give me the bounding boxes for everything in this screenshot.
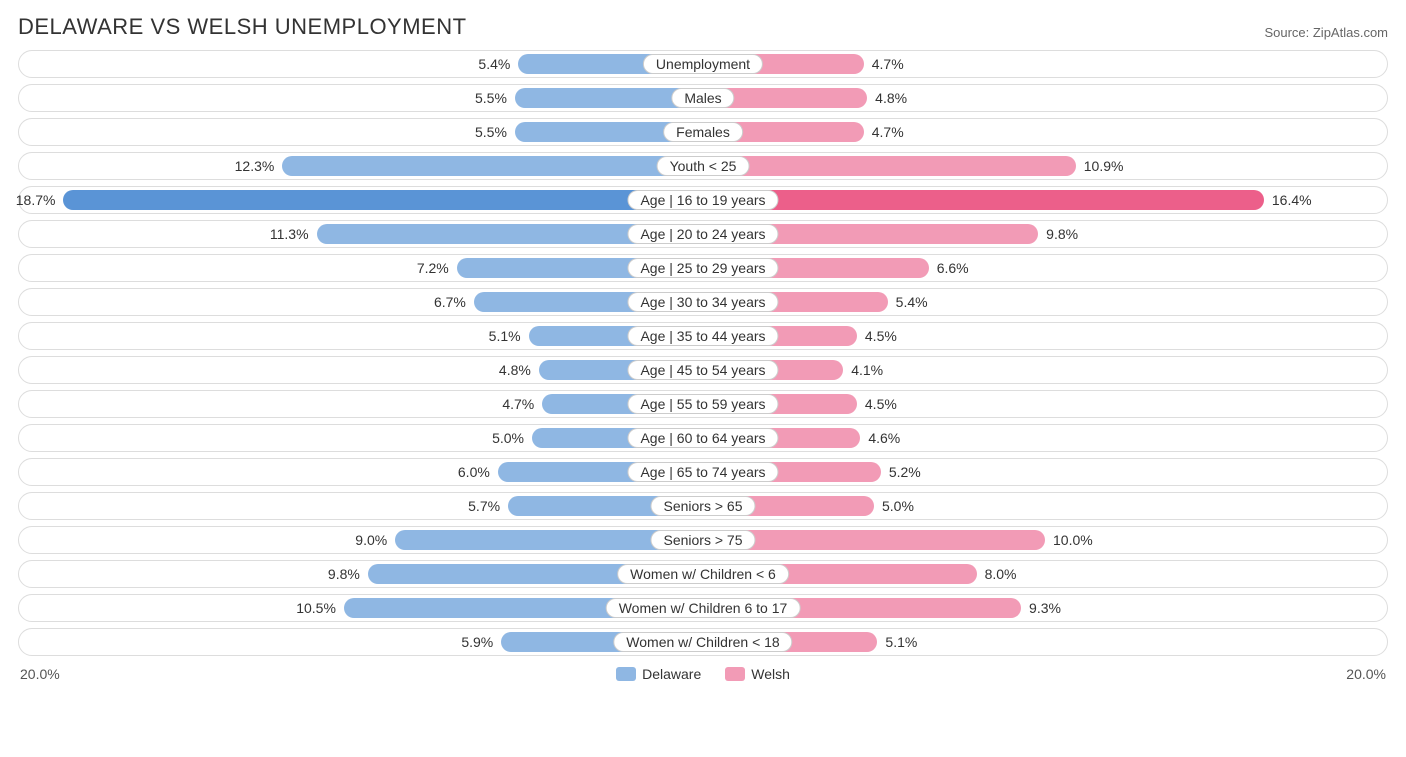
bar-left bbox=[282, 156, 703, 176]
value-label-right: 4.1% bbox=[851, 357, 883, 383]
chart-row: 5.5% 4.8% Males bbox=[18, 84, 1388, 112]
value-label-right: 6.6% bbox=[937, 255, 969, 281]
source-label: Source: ZipAtlas.com bbox=[1264, 25, 1388, 40]
legend-item-right: Welsh bbox=[725, 666, 790, 682]
chart-row: 6.0% 5.2% Age | 65 to 74 years bbox=[18, 458, 1388, 486]
chart-row: 9.8% 8.0% Women w/ Children < 6 bbox=[18, 560, 1388, 588]
category-label: Seniors > 65 bbox=[651, 496, 756, 516]
chart-row: 5.1% 4.5% Age | 35 to 44 years bbox=[18, 322, 1388, 350]
category-label: Unemployment bbox=[643, 54, 763, 74]
category-label: Males bbox=[671, 88, 734, 108]
value-label-right: 9.8% bbox=[1046, 221, 1078, 247]
category-label: Females bbox=[663, 122, 743, 142]
value-label-right: 10.0% bbox=[1053, 527, 1093, 553]
value-label-right: 5.4% bbox=[896, 289, 928, 315]
legend-label-left: Delaware bbox=[642, 666, 701, 682]
chart-row: 4.7% 4.5% Age | 55 to 59 years bbox=[18, 390, 1388, 418]
value-label-left: 9.0% bbox=[355, 527, 387, 553]
value-label-right: 5.0% bbox=[882, 493, 914, 519]
value-label-left: 10.5% bbox=[296, 595, 336, 621]
category-label: Youth < 25 bbox=[657, 156, 750, 176]
chart-row: 5.7% 5.0% Seniors > 65 bbox=[18, 492, 1388, 520]
value-label-right: 10.9% bbox=[1084, 153, 1124, 179]
value-label-right: 4.6% bbox=[868, 425, 900, 451]
chart-row: 5.5% 4.7% Females bbox=[18, 118, 1388, 146]
value-label-right: 4.8% bbox=[875, 85, 907, 111]
chart-row: 9.0% 10.0% Seniors > 75 bbox=[18, 526, 1388, 554]
legend-label-right: Welsh bbox=[751, 666, 790, 682]
value-label-right: 9.3% bbox=[1029, 595, 1061, 621]
category-label: Age | 60 to 64 years bbox=[627, 428, 778, 448]
category-label: Women w/ Children < 6 bbox=[617, 564, 789, 584]
value-label-left: 5.5% bbox=[475, 119, 507, 145]
value-label-right: 4.5% bbox=[865, 323, 897, 349]
chart-title: DELAWARE VS WELSH UNEMPLOYMENT bbox=[18, 14, 467, 40]
value-label-right: 4.5% bbox=[865, 391, 897, 417]
chart-row: 7.2% 6.6% Age | 25 to 29 years bbox=[18, 254, 1388, 282]
category-label: Age | 45 to 54 years bbox=[627, 360, 778, 380]
value-label-left: 5.9% bbox=[461, 629, 493, 655]
chart-row: 10.5% 9.3% Women w/ Children 6 to 17 bbox=[18, 594, 1388, 622]
value-label-left: 5.7% bbox=[468, 493, 500, 519]
category-label: Age | 20 to 24 years bbox=[627, 224, 778, 244]
value-label-left: 5.4% bbox=[478, 51, 510, 77]
legend-item-left: Delaware bbox=[616, 666, 701, 682]
axis-max-right: 20.0% bbox=[1346, 666, 1386, 682]
chart-row: 5.0% 4.6% Age | 60 to 64 years bbox=[18, 424, 1388, 452]
value-label-right: 8.0% bbox=[985, 561, 1017, 587]
category-label: Age | 55 to 59 years bbox=[627, 394, 778, 414]
category-label: Age | 25 to 29 years bbox=[627, 258, 778, 278]
value-label-left: 18.7% bbox=[16, 187, 56, 213]
value-label-left: 5.0% bbox=[492, 425, 524, 451]
category-label: Age | 35 to 44 years bbox=[627, 326, 778, 346]
value-label-right: 4.7% bbox=[872, 119, 904, 145]
chart-row: 5.4% 4.7% Unemployment bbox=[18, 50, 1388, 78]
value-label-left: 7.2% bbox=[417, 255, 449, 281]
category-label: Age | 65 to 74 years bbox=[627, 462, 778, 482]
category-label: Seniors > 75 bbox=[651, 530, 756, 550]
chart-row: 6.7% 5.4% Age | 30 to 34 years bbox=[18, 288, 1388, 316]
axis-max-left: 20.0% bbox=[20, 666, 60, 682]
chart-row: 4.8% 4.1% Age | 45 to 54 years bbox=[18, 356, 1388, 384]
value-label-left: 6.0% bbox=[458, 459, 490, 485]
bar-right bbox=[703, 156, 1076, 176]
title-bar: DELAWARE VS WELSH UNEMPLOYMENT Source: Z… bbox=[18, 14, 1388, 40]
category-label: Women w/ Children 6 to 17 bbox=[606, 598, 801, 618]
chart-area: 5.4% 4.7% Unemployment 5.5% 4.8% Males 5.5% 4.7… bbox=[18, 50, 1388, 656]
value-label-left: 11.3% bbox=[270, 221, 309, 247]
category-label: Women w/ Children < 18 bbox=[613, 632, 792, 652]
bar-right bbox=[703, 190, 1264, 210]
value-label-right: 5.2% bbox=[889, 459, 921, 485]
legend: Delaware Welsh bbox=[616, 666, 790, 682]
value-label-left: 12.3% bbox=[235, 153, 275, 179]
chart-row: 12.3% 10.9% Youth < 25 bbox=[18, 152, 1388, 180]
value-label-right: 4.7% bbox=[872, 51, 904, 77]
value-label-left: 4.8% bbox=[499, 357, 531, 383]
chart-row: 18.7% 16.4% Age | 16 to 19 years bbox=[18, 186, 1388, 214]
value-label-right: 5.1% bbox=[885, 629, 917, 655]
axis-row: 20.0% Delaware Welsh 20.0% bbox=[18, 662, 1388, 682]
legend-swatch-right bbox=[725, 667, 745, 681]
value-label-left: 5.1% bbox=[489, 323, 521, 349]
chart-row: 5.9% 5.1% Women w/ Children < 18 bbox=[18, 628, 1388, 656]
category-label: Age | 30 to 34 years bbox=[627, 292, 778, 312]
value-label-left: 6.7% bbox=[434, 289, 466, 315]
category-label: Age | 16 to 19 years bbox=[627, 190, 778, 210]
value-label-left: 5.5% bbox=[475, 85, 507, 111]
bar-left bbox=[63, 190, 703, 210]
value-label-right: 16.4% bbox=[1272, 187, 1312, 213]
chart-row: 11.3% 9.8% Age | 20 to 24 years bbox=[18, 220, 1388, 248]
value-label-left: 4.7% bbox=[502, 391, 534, 417]
legend-swatch-left bbox=[616, 667, 636, 681]
value-label-left: 9.8% bbox=[328, 561, 360, 587]
